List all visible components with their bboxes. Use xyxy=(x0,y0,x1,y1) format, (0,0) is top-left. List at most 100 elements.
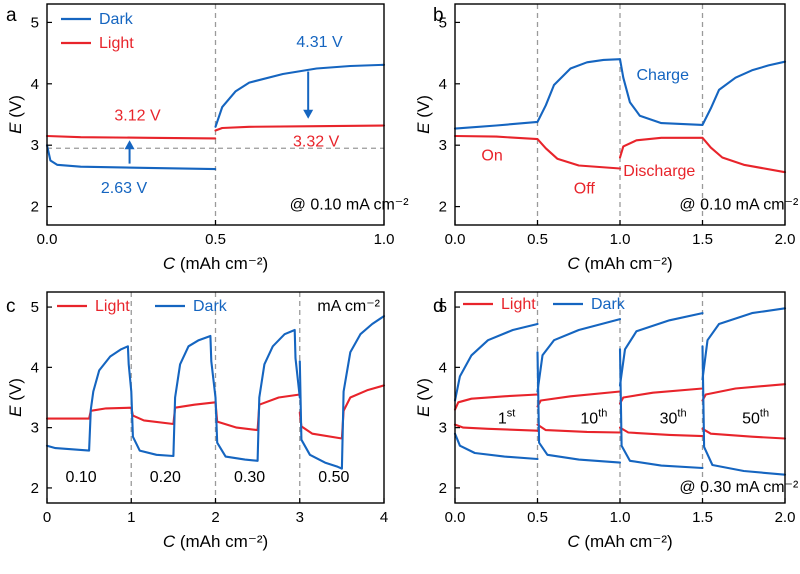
y-tick-label: 3 xyxy=(31,137,39,154)
series-line-light-discharge xyxy=(618,426,704,438)
x-tick-label: 0.0 xyxy=(445,509,466,526)
x-tick-label: 1.5 xyxy=(692,509,713,526)
series-line-light xyxy=(214,124,386,132)
legend-unit-label: mA cm⁻² xyxy=(317,298,380,315)
legend-label-dark: Dark xyxy=(99,11,134,28)
annotation-label: 0.30 xyxy=(234,469,265,486)
annotation-label: On xyxy=(481,148,502,165)
x-tick-label: 4 xyxy=(380,509,388,526)
annotation-label: Charge xyxy=(637,67,690,84)
annotation-label: 2.63 V xyxy=(101,180,148,197)
annotation-label: 4.31 V xyxy=(296,34,343,51)
y-tick-label: 5 xyxy=(31,14,39,31)
series-line-dark xyxy=(45,328,301,462)
y-axis-label: E (V) xyxy=(6,378,25,417)
y-tick-label: 4 xyxy=(31,76,39,93)
x-tick-label: 1.0 xyxy=(374,231,395,248)
series-line-charge xyxy=(453,58,787,130)
series-line-light-discharge xyxy=(701,427,787,440)
x-tick-label: 3 xyxy=(296,509,304,526)
series-line-light-discharge xyxy=(536,423,622,434)
panel-c: c 0 1 2 3 4 2 3 4 5 C (mAh cm⁻²) E (V) Light Dark mA c… xyxy=(6,291,388,551)
x-tick-label: 2.0 xyxy=(775,509,796,526)
series-line-dark xyxy=(45,144,217,171)
y-axis-label: E (V) xyxy=(6,95,25,134)
x-axis-label: C (mAh cm⁻²) xyxy=(567,254,672,273)
series-line-dark-discharge xyxy=(453,432,539,461)
series-line-dark-charge xyxy=(536,318,622,393)
x-tick-label: 1.0 xyxy=(610,231,631,248)
x-tick-label: 1 xyxy=(127,509,135,526)
series-line-light-charge xyxy=(618,387,704,405)
annotation-label: 0.50 xyxy=(318,469,349,486)
x-axis-label: C (mAh cm⁻²) xyxy=(163,254,268,273)
legend-label-light: Light xyxy=(95,298,130,315)
panel-letter-c: c xyxy=(6,296,16,317)
panel-b: b 0.0 0.5 1.0 1.5 2.0 2 3 4 5 C (mAh cm⁻²) E (V) Cha… xyxy=(414,3,799,273)
series-line-dark-discharge xyxy=(536,351,622,464)
arrow-head-icon xyxy=(303,109,314,119)
annotation-label: 0.20 xyxy=(150,469,181,486)
annotation-label: 3.32 V xyxy=(293,133,340,150)
series-line-light-charge xyxy=(701,383,787,402)
series-line-dark-charge xyxy=(701,307,787,381)
panel-letter-d: d xyxy=(433,296,444,317)
y-tick-label: 5 xyxy=(439,14,447,31)
annotation-label: Discharge xyxy=(623,163,695,180)
series-line-dark-charge xyxy=(453,322,539,402)
panel-a: a 0.0 0.5 1.0 2 3 4 5 C (mAh cm⁻²) E (V) Dark Light… xyxy=(6,3,410,273)
series-line-dark xyxy=(214,63,386,128)
panel-d: d 0.0 0.5 1.0 1.5 2.0 2 3 4 5 C (mAh cm⁻²) E (V) Lig… xyxy=(414,291,799,551)
arrow-head-icon xyxy=(124,140,135,150)
y-tick-label: 2 xyxy=(31,480,39,497)
series-line-light-charge xyxy=(536,390,622,408)
legend-label-dark: Dark xyxy=(591,296,626,313)
y-tick-label: 2 xyxy=(439,480,447,497)
y-tick-label: 4 xyxy=(439,359,447,376)
x-tick-label: 0.0 xyxy=(37,231,58,248)
series-line-light xyxy=(45,134,217,140)
legend-label-dark: Dark xyxy=(193,298,228,315)
x-axis-label: C (mAh cm⁻²) xyxy=(567,532,672,551)
y-tick-label: 3 xyxy=(439,420,447,437)
y-tick-label: 4 xyxy=(439,76,447,93)
annotation-label: 30th xyxy=(660,407,687,427)
series-line-light-charge xyxy=(453,393,539,411)
x-tick-label: 0 xyxy=(43,509,51,526)
x-tick-label: 0.5 xyxy=(527,509,548,526)
annotation-label: Off xyxy=(574,181,596,198)
series-line-dark-charge xyxy=(618,312,704,387)
legend-label-light: Light xyxy=(99,35,134,52)
y-tick-label: 5 xyxy=(439,299,447,316)
annotation-label: 0.10 xyxy=(66,469,97,486)
annotation-label: 10th xyxy=(580,407,607,427)
y-tick-label: 3 xyxy=(439,137,447,154)
y-tick-label: 3 xyxy=(31,420,39,437)
y-tick-label: 2 xyxy=(31,199,39,216)
x-tick-label: 0.5 xyxy=(527,231,548,248)
series-line-dark-discharge xyxy=(701,345,787,476)
x-axis-label: C (mAh cm⁻²) xyxy=(163,532,268,551)
annotation-label: 50th xyxy=(742,407,769,427)
x-tick-label: 2 xyxy=(211,509,219,526)
annotation-label: @ 0.10 mA cm⁻² xyxy=(290,197,410,214)
x-tick-label: 0.0 xyxy=(445,231,466,248)
panel-letter-b: b xyxy=(433,5,444,26)
y-tick-label: 5 xyxy=(31,299,39,316)
x-tick-label: 1.0 xyxy=(610,509,631,526)
series-line-light-discharge xyxy=(453,423,539,432)
series-line-dark-discharge xyxy=(618,348,704,470)
annotation-label: 3.12 V xyxy=(114,108,161,125)
series-line-discharge xyxy=(618,136,787,174)
x-tick-label: 2.0 xyxy=(775,231,796,248)
y-axis-label: E (V) xyxy=(414,378,433,417)
x-tick-label: 0.5 xyxy=(205,231,226,248)
y-axis-label: E (V) xyxy=(414,95,433,134)
series-line-discharge xyxy=(453,134,622,170)
y-tick-label: 4 xyxy=(31,359,39,376)
y-tick-label: 2 xyxy=(439,199,447,216)
x-tick-label: 1.5 xyxy=(692,231,713,248)
legend-label-light: Light xyxy=(501,296,536,313)
annotation-label: 1st xyxy=(498,407,515,427)
